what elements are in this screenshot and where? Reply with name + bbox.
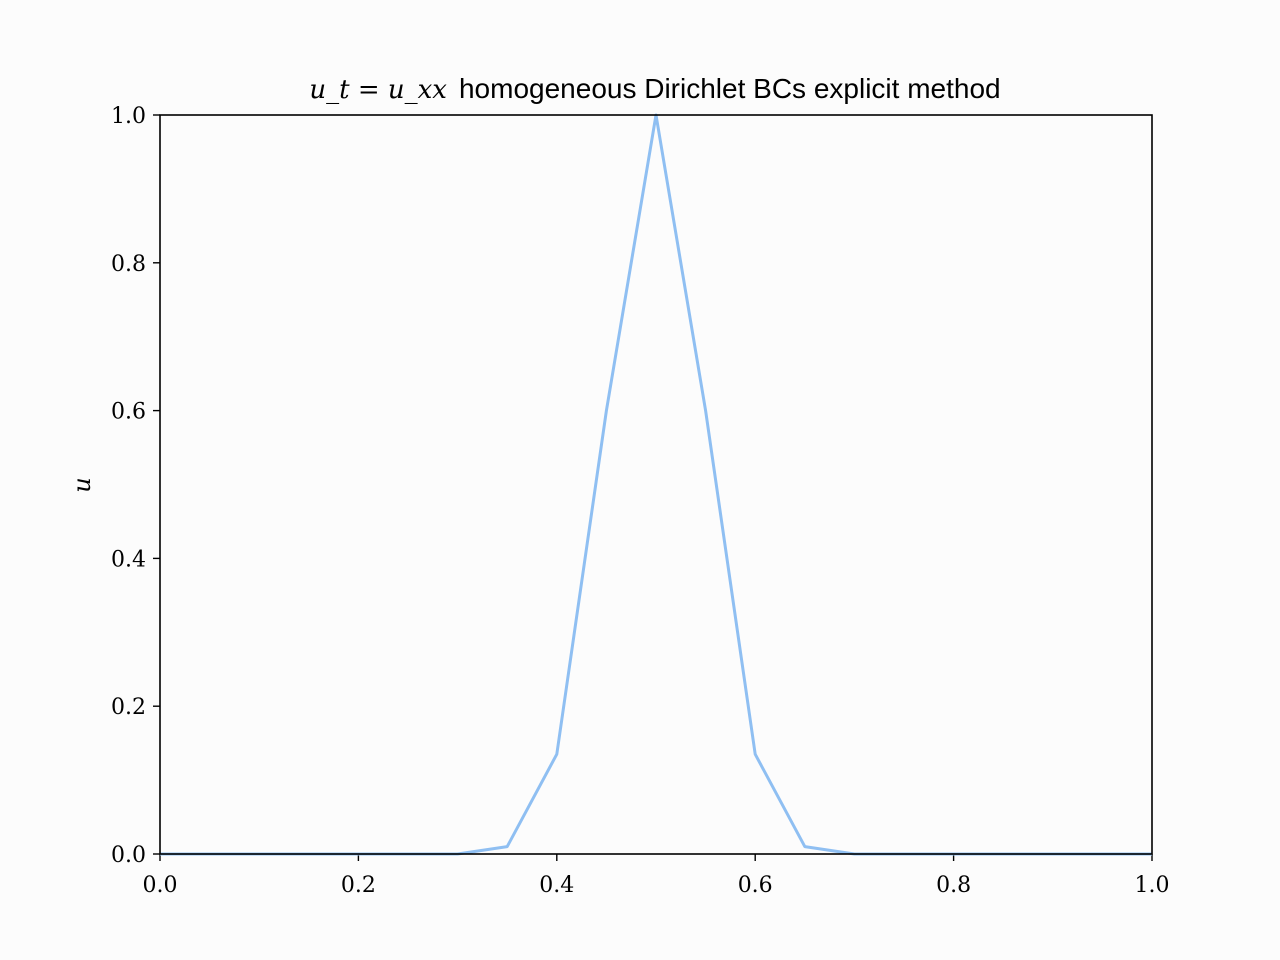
chart-title: u_t = u_xx homogeneous Dirichlet BCs exp… <box>309 73 1000 105</box>
y-tick-label: 0.8 <box>111 252 146 277</box>
x-axis: 0.0 0.2 0.4 0.6 0.8 1.0 <box>143 854 1170 898</box>
y-tick-label: 0.4 <box>111 547 146 572</box>
x-tick-label: 0.0 <box>143 873 178 898</box>
title-math: u_t = u_xx <box>309 75 447 105</box>
x-tick-label: 0.6 <box>738 873 773 898</box>
x-tick-label: 1.0 <box>1135 873 1170 898</box>
x-tick-label: 0.8 <box>936 873 971 898</box>
y-tick-label: 0.2 <box>111 695 146 720</box>
x-tick-label: 0.4 <box>539 873 574 898</box>
y-tick-label: 0.0 <box>111 843 146 868</box>
y-tick-label: 1.0 <box>111 104 146 129</box>
x-tick-label: 0.2 <box>341 873 376 898</box>
plot-frame <box>159 114 1153 855</box>
y-tick-label: 0.6 <box>111 400 146 425</box>
y-axis: 0.0 0.2 0.4 0.6 0.8 1.0 <box>111 104 160 868</box>
title-text: homogeneous Dirichlet BCs explicit metho… <box>459 73 1001 104</box>
y-axis-label: u <box>68 477 96 492</box>
